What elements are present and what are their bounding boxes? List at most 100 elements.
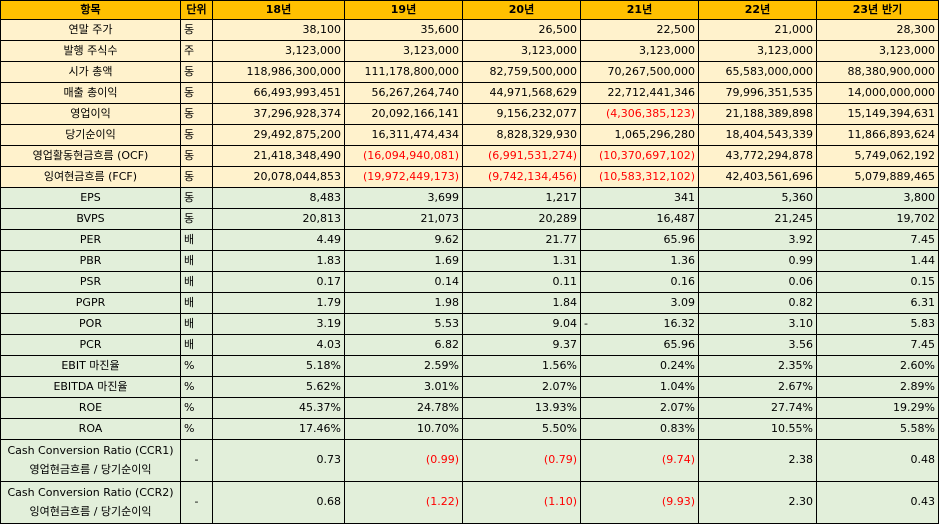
value-cell: 4.49 [212,229,345,251]
value-cell: 1.31 [462,250,581,272]
value-cell: 0.14 [344,271,463,293]
row-label: PSR [0,271,181,293]
value-cell: (16,094,940,081) [344,145,463,167]
value-cell: 0.83% [580,418,699,440]
table-row: PGPR 배 1.79 1.98 1.84 3.09 0.82 6.31 [0,292,939,314]
table-row: 당기순이익 동 29,492,875,200 16,311,474,434 8,828,… [0,124,939,146]
value-cell: 35,600 [344,19,463,41]
col-header: 19년 [344,0,463,20]
col-header: 18년 [212,0,345,20]
row-label: PGPR [0,292,181,314]
value-cell: 5.58% [816,418,939,440]
value-cell: 1.04% [580,376,699,398]
value-cell: 56,267,264,740 [344,82,463,104]
value-cell: 82,759,500,000 [462,61,581,83]
value-cell: 79,996,351,535 [698,82,817,104]
value-cell: 1,065,296,280 [580,124,699,146]
row-label-line2: 영업현금흐름 / 당기순이익 [29,462,152,476]
table-row: 영업활동현금흐름 (OCF) 동 21,418,348,490 (16,094,940… [0,145,939,167]
value-cell: 0.48 [816,439,939,482]
value-cell: 13.93% [462,397,581,419]
row-label: EPS [0,187,181,209]
col-header: 20년 [462,0,581,20]
value-cell: 0.82 [698,292,817,314]
row-unit: 동 [180,19,213,41]
row-unit: 동 [180,103,213,125]
value-cell: 10.70% [344,418,463,440]
table-row: POR 배 3.19 5.53 9.04- 16.32 3.10 5.83 [0,313,939,335]
row-unit: 동 [180,166,213,188]
value-cell: 21.77 [462,229,581,251]
value-cell: 2.60% [816,355,939,377]
row-label: 잉여현금흐름 (FCF) [0,166,181,188]
value-cell: 9,156,232,077 [462,103,581,125]
value-cell: 3,123,000 [698,40,817,62]
col-header: 23년 반기 [816,0,939,20]
value-cell: 1.56% [462,355,581,377]
row-unit: % [180,418,213,440]
value-cell: 6.31 [816,292,939,314]
value-cell: 5.50% [462,418,581,440]
table-row: ROA% 17.46% 10.70% 5.50% 0.83% 10.55% 5.58% [0,418,939,440]
value-cell: 2.07% [462,376,581,398]
row-unit: % [180,397,213,419]
table-row: 발행 주식수 주 3,123,000 3,123,000 3,123,000 3,123,… [0,40,939,62]
table-row: BVPS 동 20,813 21,073 20,289 16,487 21,245 19,70… [0,208,939,230]
value-cell: 0.99 [698,250,817,272]
value-cell: 3,123,000 [212,40,345,62]
row-label: Cash Conversion Ratio (CCR1) 영업현금흐름 / 당기순… [0,439,181,482]
value-cell: 0.16 [580,271,699,293]
value-cell: 9.04 [462,313,581,335]
value-text: 16.32 [663,316,696,330]
row-unit: 배 [180,271,213,293]
value-cell: (0.99) [344,439,463,482]
value-cell: 3.19 [212,313,345,335]
row-unit: % [180,355,213,377]
value-cell: 3,123,000 [344,40,463,62]
row-unit: 주 [180,40,213,62]
value-cell: 0.43 [816,481,939,524]
table-row: EPS 동 8,483 3,699 1,217 341 5,360 3,800 [0,187,939,209]
value-cell: 45.37% [212,397,345,419]
table-row: Cash Conversion Ratio (CCR2) 잉여현금흐름 / 당기순… [0,481,939,524]
row-label: ROA [0,418,181,440]
col-header: 22년 [698,0,817,20]
row-label-line1: Cash Conversion Ratio (CCR2) [7,486,174,500]
value-cell: 1.69 [344,250,463,272]
table-row: Cash Conversion Ratio (CCR1) 영업현금흐름 / 당기순… [0,439,939,482]
value-cell: 18,404,543,339 [698,124,817,146]
value-cell: 26,500 [462,19,581,41]
value-cell: 1.83 [212,250,345,272]
value-cell: 2.07% [580,397,699,419]
value-cell: 16,487 [580,208,699,230]
value-cell: 6.82 [344,334,463,356]
row-unit: 동 [180,208,213,230]
row-unit: 동 [180,61,213,83]
value-cell: 8,828,329,930 [462,124,581,146]
value-cell: 20,813 [212,208,345,230]
value-cell: 8,483 [212,187,345,209]
row-unit: - [180,481,213,524]
value-cell: 1.98 [344,292,463,314]
value-cell: 21,188,389,898 [698,103,817,125]
value-cell: 5,749,062,192 [816,145,939,167]
row-unit: 동 [180,145,213,167]
table-row: EBIT 마진율% 5.18% 2.59% 1.56% 0.24% 2.35% 2.60% [0,355,939,377]
value-cell: (9,742,134,456) [462,166,581,188]
value-cell: 3.10 [698,313,817,335]
value-cell: 2.59% [344,355,463,377]
row-label: 당기순이익 [0,124,181,146]
value-cell: 2.35% [698,355,817,377]
value-cell: 65.96 [580,229,699,251]
value-cell: 22,500 [580,19,699,41]
row-label: PCR [0,334,181,356]
value-cell: 17.46% [212,418,345,440]
value-cell: 7.45 [816,334,939,356]
table-body: 연말 주가 동 38,100 35,600 26,500 22,500 21,000 28,3… [0,19,939,524]
value-cell: 5,079,889,465 [816,166,939,188]
value-cell: 28,300 [816,19,939,41]
col-header: 21년 [580,0,699,20]
row-unit: 동 [180,82,213,104]
value-cell: 38,100 [212,19,345,41]
col-header: 단위 [180,0,213,20]
